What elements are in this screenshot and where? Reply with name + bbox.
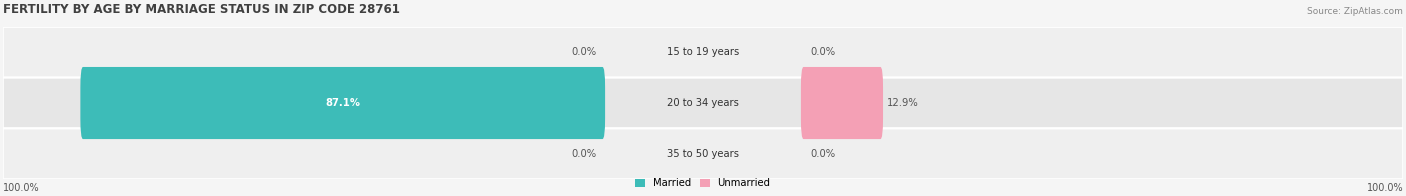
Text: 20 to 34 years: 20 to 34 years <box>666 98 740 108</box>
Text: Source: ZipAtlas.com: Source: ZipAtlas.com <box>1308 7 1403 16</box>
Text: 0.0%: 0.0% <box>810 47 835 57</box>
FancyBboxPatch shape <box>801 67 883 139</box>
Text: 35 to 50 years: 35 to 50 years <box>666 149 740 159</box>
Text: 0.0%: 0.0% <box>571 47 596 57</box>
Text: 15 to 19 years: 15 to 19 years <box>666 47 740 57</box>
Text: 87.1%: 87.1% <box>325 98 360 108</box>
Text: 0.0%: 0.0% <box>810 149 835 159</box>
Text: 100.0%: 100.0% <box>3 183 39 193</box>
Text: FERTILITY BY AGE BY MARRIAGE STATUS IN ZIP CODE 28761: FERTILITY BY AGE BY MARRIAGE STATUS IN Z… <box>3 3 399 16</box>
Legend: Married, Unmarried: Married, Unmarried <box>631 174 775 192</box>
Text: 100.0%: 100.0% <box>1367 183 1403 193</box>
FancyBboxPatch shape <box>3 78 1403 128</box>
FancyBboxPatch shape <box>3 27 1403 78</box>
Text: 0.0%: 0.0% <box>571 149 596 159</box>
Text: 12.9%: 12.9% <box>887 98 918 108</box>
FancyBboxPatch shape <box>3 128 1403 179</box>
FancyBboxPatch shape <box>80 67 605 139</box>
